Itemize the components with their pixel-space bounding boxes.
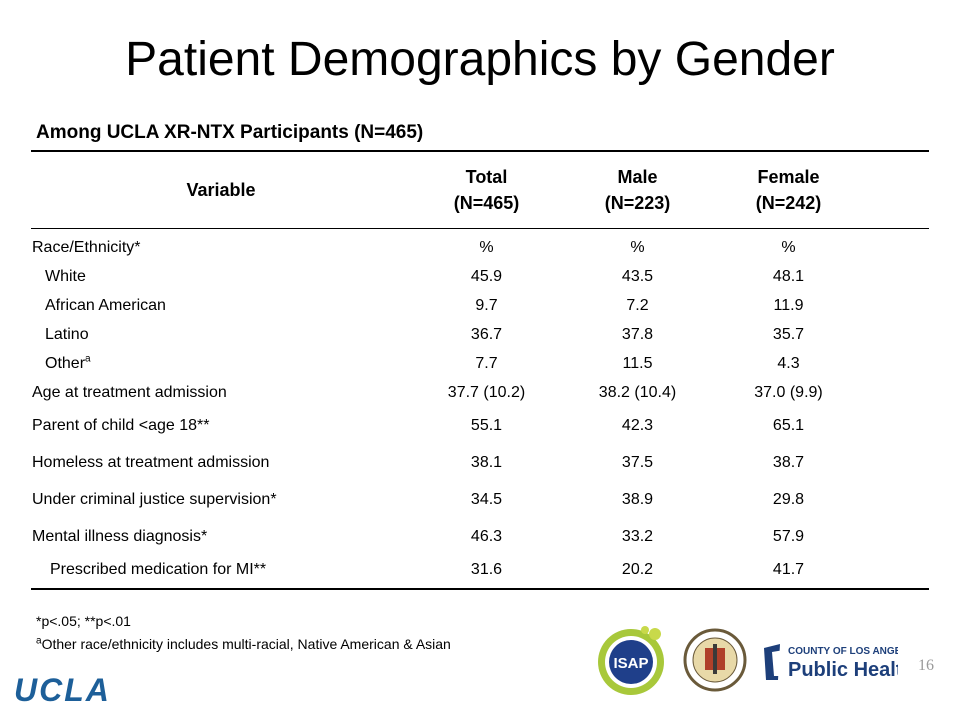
table-body: Race/Ethnicity* % % % White 45.9 43.5 48… bbox=[31, 229, 929, 588]
isap-molecule-dot bbox=[641, 626, 649, 634]
cell-total: 46.3 bbox=[470, 527, 503, 545]
isap-logo-text: ISAP bbox=[613, 655, 648, 672]
row-label: Race/Ethnicity* bbox=[32, 238, 141, 256]
isap-molecule-dot bbox=[649, 628, 661, 640]
isap-logo: ISAP bbox=[598, 626, 664, 695]
demographics-table: Variable Total (N=465) Male (N=223) Fema… bbox=[31, 150, 929, 590]
header-total: Total (N=465) bbox=[411, 164, 562, 216]
slide-title: Patient Demographics by Gender bbox=[125, 33, 835, 86]
footnote-other: aOther race/ethnicity includes multi-rac… bbox=[36, 636, 451, 652]
table-row: Race/Ethnicity* % % % bbox=[31, 233, 929, 262]
table-row: Othera 7.7 11.5 4.3 bbox=[31, 349, 929, 378]
cell-female: 38.7 bbox=[772, 453, 805, 471]
table-row: Mental illness diagnosis* 46.3 33.2 57.9 bbox=[31, 518, 929, 555]
footnote-significance: *p<.05; **p<.01 bbox=[36, 613, 131, 629]
row-label: Prescribed medication for MI** bbox=[50, 560, 267, 578]
cell-total: 36.7 bbox=[470, 325, 503, 343]
cell-male: 7.2 bbox=[626, 296, 649, 314]
cell-total: % bbox=[479, 238, 494, 256]
cell-male: 38.9 bbox=[621, 490, 654, 508]
header-male-n: (N=223) bbox=[604, 193, 671, 213]
header-female-n: (N=242) bbox=[755, 193, 822, 213]
header-female-label: Female bbox=[757, 167, 820, 187]
cell-male: 38.2 (10.4) bbox=[598, 383, 677, 401]
cell-total: 7.7 bbox=[475, 354, 498, 372]
row-label: Latino bbox=[45, 325, 89, 343]
table-row: Under criminal justice supervision* 34.5… bbox=[31, 481, 929, 518]
row-label: African American bbox=[45, 296, 166, 314]
cell-female: 11.9 bbox=[773, 296, 804, 314]
row-label: White bbox=[45, 267, 86, 285]
cell-female: 37.0 (9.9) bbox=[754, 383, 823, 401]
cell-total: 9.7 bbox=[475, 296, 498, 314]
table-header: Variable Total (N=465) Male (N=223) Fema… bbox=[31, 152, 929, 229]
cell-male: 20.2 bbox=[621, 560, 654, 578]
ph-public-health: Public Health bbox=[788, 659, 898, 681]
cell-total: 45.9 bbox=[470, 267, 503, 285]
cell-male: 42.3 bbox=[621, 416, 654, 434]
footnote-other-text: Other race/ethnicity includes multi-raci… bbox=[41, 636, 451, 652]
footnote-marker: a bbox=[85, 353, 91, 365]
cell-total: 37.7 (10.2) bbox=[447, 383, 526, 401]
seal-figure bbox=[713, 644, 717, 674]
row-label: Othera bbox=[31, 353, 411, 373]
cell-male: 43.5 bbox=[621, 267, 654, 285]
cell-female: 48.1 bbox=[772, 267, 805, 285]
ph-county-line: COUNTY OF LOS ANGELES bbox=[788, 646, 898, 657]
header-total-label: Total bbox=[465, 167, 508, 187]
row-label-text: Other bbox=[45, 354, 86, 372]
ucla-logo: UCLA bbox=[14, 672, 111, 708]
table-row: Homeless at treatment admission 38.1 37.… bbox=[31, 444, 929, 481]
row-label: Under criminal justice supervision* bbox=[32, 490, 277, 508]
row-label: Parent of child <age 18** bbox=[32, 416, 210, 434]
cell-total: 38.1 bbox=[470, 453, 503, 471]
cell-male: 37.8 bbox=[621, 325, 654, 343]
county-seal-icon bbox=[683, 628, 747, 692]
ph-emblem-inner bbox=[772, 650, 784, 676]
table-row: White 45.9 43.5 48.1 bbox=[31, 262, 929, 291]
table-row: Latino 36.7 37.8 35.7 bbox=[31, 320, 929, 349]
cell-female: 65.1 bbox=[772, 416, 805, 434]
cell-male: 33.2 bbox=[621, 527, 654, 545]
header-male-label: Male bbox=[617, 167, 658, 187]
header-variable: Variable bbox=[186, 179, 256, 200]
cell-male: 11.5 bbox=[622, 354, 653, 372]
public-health-logo: COUNTY OF LOS ANGELES Public Health bbox=[764, 644, 898, 681]
row-label: Homeless at treatment admission bbox=[32, 453, 270, 471]
header-female: Female (N=242) bbox=[713, 164, 864, 216]
page-number: 16 bbox=[918, 657, 934, 674]
cell-female: 4.3 bbox=[777, 354, 800, 372]
cell-male: % bbox=[630, 238, 645, 256]
cell-female: 57.9 bbox=[772, 527, 805, 545]
cell-total: 34.5 bbox=[470, 490, 503, 508]
table-row: Prescribed medication for MI** 31.6 20.2… bbox=[31, 555, 929, 584]
isap-center bbox=[609, 640, 653, 684]
row-label: Age at treatment admission bbox=[32, 383, 227, 401]
cell-total: 55.1 bbox=[470, 416, 503, 434]
cell-female: 41.7 bbox=[772, 560, 805, 578]
table-row: Parent of child <age 18** 55.1 42.3 65.1 bbox=[31, 407, 929, 444]
table-subtitle: Among UCLA XR-NTX Participants (N=465) bbox=[36, 122, 424, 143]
cell-female: 29.8 bbox=[772, 490, 805, 508]
cell-female: 35.7 bbox=[772, 325, 805, 343]
footnote-marker: a bbox=[36, 635, 42, 647]
cell-total: 31.6 bbox=[470, 560, 503, 578]
table-row: African American 9.7 7.2 11.9 bbox=[31, 291, 929, 320]
row-label: Mental illness diagnosis* bbox=[32, 527, 208, 545]
header-male: Male (N=223) bbox=[562, 164, 713, 216]
cell-male: 37.5 bbox=[621, 453, 654, 471]
header-total-n: (N=465) bbox=[453, 193, 520, 213]
table-row: Age at treatment admission 37.7 (10.2) 3… bbox=[31, 378, 929, 407]
cell-female: % bbox=[781, 238, 796, 256]
